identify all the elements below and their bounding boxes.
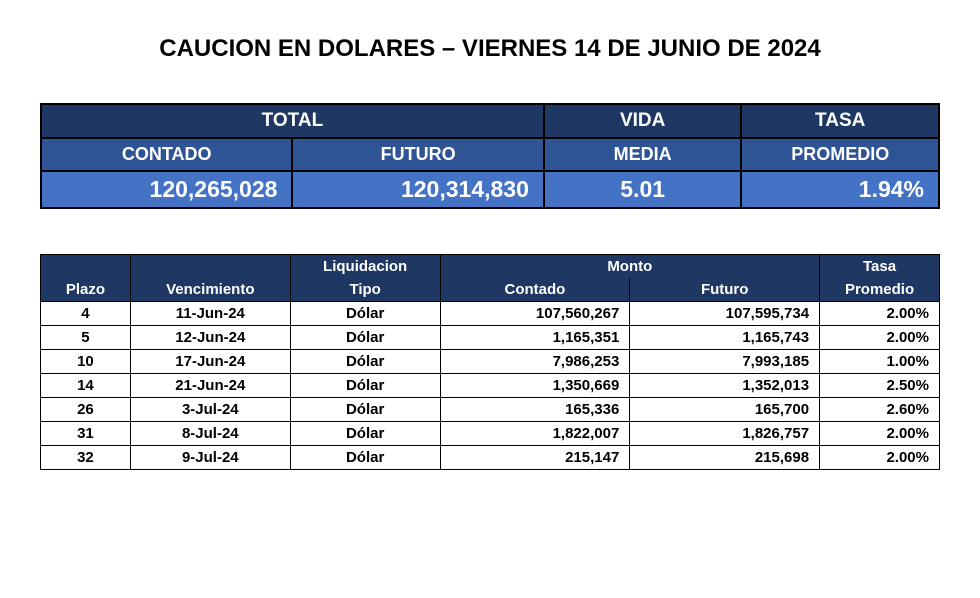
- cell-futuro: 215,698: [630, 446, 820, 470]
- cell-tasa: 2.00%: [820, 302, 940, 326]
- summary-value-contado: 120,265,028: [41, 171, 292, 208]
- detail-header-blank1: [41, 255, 131, 279]
- table-row: 263-Jul-24Dólar165,336165,7002.60%: [41, 398, 940, 422]
- summary-table: TOTAL VIDA TASA CONTADO FUTURO MEDIA PRO…: [40, 103, 940, 209]
- cell-tasa: 2.50%: [820, 374, 940, 398]
- cell-plazo: 10: [41, 350, 131, 374]
- cell-vencimiento: 12-Jun-24: [130, 326, 290, 350]
- cell-tipo: Dólar: [290, 446, 440, 470]
- summary-header-contado: CONTADO: [41, 138, 292, 171]
- cell-contado: 1,165,351: [440, 326, 630, 350]
- summary-value-vida-media: 5.01: [544, 171, 742, 208]
- cell-plazo: 5: [41, 326, 131, 350]
- summary-header-total: TOTAL: [41, 104, 544, 138]
- detail-header-promedio: Promedio: [820, 278, 940, 302]
- cell-tasa: 2.00%: [820, 326, 940, 350]
- cell-vencimiento: 11-Jun-24: [130, 302, 290, 326]
- cell-futuro: 1,165,743: [630, 326, 820, 350]
- table-row: 411-Jun-24Dólar107,560,267107,595,7342.0…: [41, 302, 940, 326]
- table-row: 329-Jul-24Dólar215,147215,6982.00%: [41, 446, 940, 470]
- cell-contado: 165,336: [440, 398, 630, 422]
- cell-plazo: 4: [41, 302, 131, 326]
- cell-plazo: 32: [41, 446, 131, 470]
- cell-tipo: Dólar: [290, 398, 440, 422]
- page-title: CAUCION EN DOLARES – VIERNES 14 DE JUNIO…: [40, 35, 940, 63]
- summary-header-promedio: PROMEDIO: [741, 138, 939, 171]
- cell-tasa: 2.60%: [820, 398, 940, 422]
- summary-header-vida: VIDA: [544, 104, 742, 138]
- detail-header-tasa: Tasa: [820, 255, 940, 279]
- cell-vencimiento: 21-Jun-24: [130, 374, 290, 398]
- cell-vencimiento: 3-Jul-24: [130, 398, 290, 422]
- cell-tasa: 1.00%: [820, 350, 940, 374]
- cell-tipo: Dólar: [290, 422, 440, 446]
- cell-futuro: 1,826,757: [630, 422, 820, 446]
- detail-header-contado: Contado: [440, 278, 630, 302]
- cell-contado: 1,822,007: [440, 422, 630, 446]
- cell-futuro: 165,700: [630, 398, 820, 422]
- table-row: 1421-Jun-24Dólar1,350,6691,352,0132.50%: [41, 374, 940, 398]
- cell-tipo: Dólar: [290, 350, 440, 374]
- summary-header-tasa: TASA: [741, 104, 939, 138]
- detail-table: Liquidacion Monto Tasa Plazo Vencimiento…: [40, 254, 940, 470]
- cell-tasa: 2.00%: [820, 446, 940, 470]
- cell-tasa: 2.00%: [820, 422, 940, 446]
- detail-header-plazo: Plazo: [41, 278, 131, 302]
- cell-plazo: 31: [41, 422, 131, 446]
- summary-header-futuro: FUTURO: [292, 138, 543, 171]
- cell-tipo: Dólar: [290, 302, 440, 326]
- detail-header-futuro: Futuro: [630, 278, 820, 302]
- cell-tipo: Dólar: [290, 374, 440, 398]
- detail-header-blank2: [130, 255, 290, 279]
- detail-header-monto: Monto: [440, 255, 820, 279]
- cell-vencimiento: 9-Jul-24: [130, 446, 290, 470]
- cell-plazo: 14: [41, 374, 131, 398]
- cell-futuro: 107,595,734: [630, 302, 820, 326]
- cell-tipo: Dólar: [290, 326, 440, 350]
- cell-plazo: 26: [41, 398, 131, 422]
- table-row: 318-Jul-24Dólar1,822,0071,826,7572.00%: [41, 422, 940, 446]
- cell-contado: 1,350,669: [440, 374, 630, 398]
- summary-value-futuro: 120,314,830: [292, 171, 543, 208]
- summary-header-media: MEDIA: [544, 138, 742, 171]
- summary-value-tasa-promedio: 1.94%: [741, 171, 939, 208]
- detail-header-liquidacion: Liquidacion: [290, 255, 440, 279]
- table-row: 512-Jun-24Dólar1,165,3511,165,7432.00%: [41, 326, 940, 350]
- cell-futuro: 7,993,185: [630, 350, 820, 374]
- detail-header-vencimiento: Vencimiento: [130, 278, 290, 302]
- cell-contado: 107,560,267: [440, 302, 630, 326]
- detail-header-tipo: Tipo: [290, 278, 440, 302]
- cell-vencimiento: 8-Jul-24: [130, 422, 290, 446]
- detail-table-body: 411-Jun-24Dólar107,560,267107,595,7342.0…: [41, 302, 940, 470]
- table-row: 1017-Jun-24Dólar7,986,2537,993,1851.00%: [41, 350, 940, 374]
- cell-futuro: 1,352,013: [630, 374, 820, 398]
- cell-vencimiento: 17-Jun-24: [130, 350, 290, 374]
- cell-contado: 215,147: [440, 446, 630, 470]
- cell-contado: 7,986,253: [440, 350, 630, 374]
